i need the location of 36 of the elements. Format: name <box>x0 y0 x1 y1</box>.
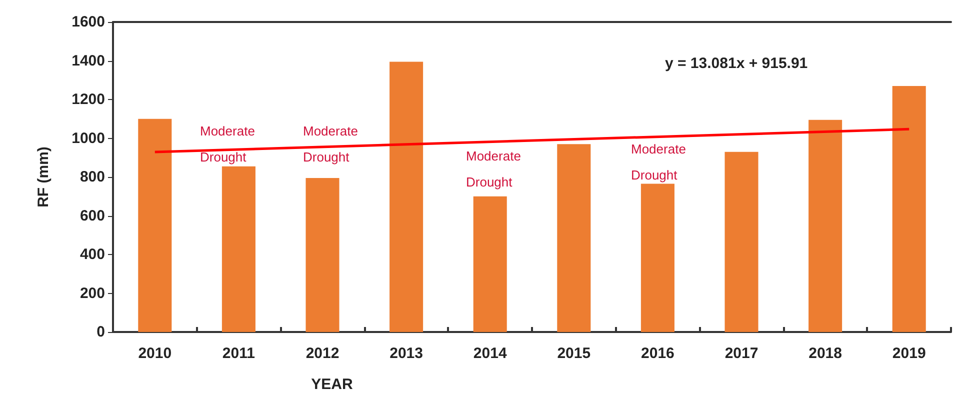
bar <box>808 120 842 332</box>
annotation: Moderate Drought <box>303 124 362 164</box>
bar <box>390 62 424 332</box>
x-axis-title: YEAR <box>311 376 353 393</box>
annotation: y = 13.081x + 915.91 <box>665 55 808 72</box>
bar <box>306 178 340 332</box>
annotation: Moderate Drought <box>631 142 690 182</box>
y-tick-label: 1400 <box>72 52 105 70</box>
bar <box>724 152 758 332</box>
x-tick-label: 2016 <box>641 345 674 362</box>
x-tick-label: 2010 <box>138 345 172 362</box>
y-tick-label: 400 <box>80 246 105 263</box>
y-tick-label: 0 <box>96 324 105 340</box>
y-tick-label: 200 <box>80 284 105 302</box>
bar <box>222 166 256 332</box>
y-tick-label: 800 <box>80 168 105 186</box>
x-tick-label: 2011 <box>222 345 255 362</box>
bar <box>640 184 674 332</box>
x-tick-label: 2015 <box>557 345 591 362</box>
y-axis-title: RF (mm) <box>35 146 52 208</box>
y-tick-label: 600 <box>80 207 105 224</box>
x-tick-label: 2017 <box>724 345 758 362</box>
x-tick-label: 2014 <box>473 345 508 362</box>
bar <box>557 144 591 332</box>
y-tick-label: 1600 <box>72 14 105 30</box>
x-tick-label: 2013 <box>390 345 423 362</box>
x-tick-label: 2019 <box>892 345 926 362</box>
bar <box>138 118 172 332</box>
bar <box>892 86 926 332</box>
y-tick-label: 1000 <box>72 130 105 147</box>
x-tick-label: 2018 <box>808 345 842 362</box>
x-tick-label: 2012 <box>306 345 340 362</box>
y-tick-label: 1200 <box>72 91 105 108</box>
annotation: Moderate Drought <box>466 148 525 190</box>
annotation: Moderate Drought <box>200 124 259 164</box>
bar <box>473 196 507 332</box>
